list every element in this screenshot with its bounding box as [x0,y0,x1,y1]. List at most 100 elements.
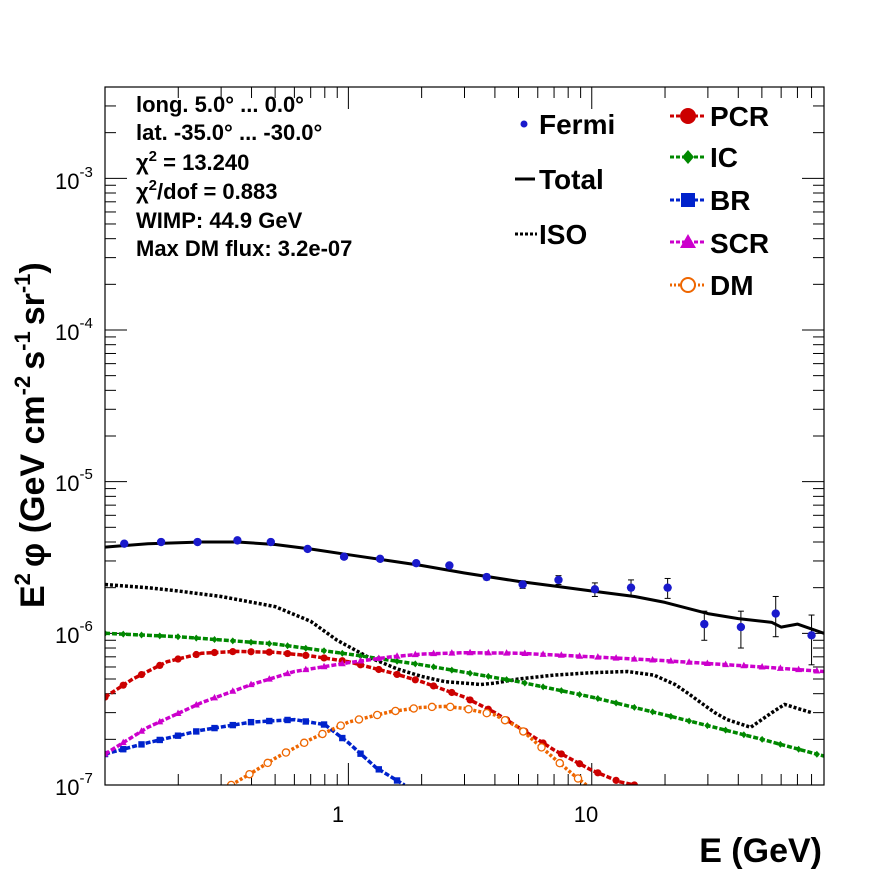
legend-entry-dm: DM [670,270,754,301]
series-marker-br [138,741,145,748]
series-marker-scr [357,657,365,664]
legend-pcr-marker [680,108,696,124]
series-marker-br [247,718,255,726]
series-marker-scr [338,659,346,667]
fermi-data-point [339,552,349,561]
fermi-data-point [626,583,636,592]
series-marker-ic [284,642,291,650]
series-marker-br [174,732,182,739]
series-marker-ic [503,676,510,684]
fermi-data-point [771,609,780,618]
x-tick-label-1: 1 [332,802,344,827]
fermi-data-point [193,537,202,547]
series-marker-scr [557,651,565,658]
annotation-wimp: WIMP: 44.9 GeV [136,208,303,233]
series-marker-ic [120,630,127,638]
series-marker-scr [192,701,200,708]
series-marker-scr [119,738,127,746]
fermi-data-point [156,537,166,547]
series-marker-ic [667,712,674,720]
series-marker-dm [372,710,382,720]
series-marker-ic [156,632,163,640]
series-marker-ic [357,652,364,660]
series-marker-ic [105,629,108,637]
series-marker-ic [649,708,656,716]
legend-pcr-label: PCR [710,101,769,132]
legend-entry-pcr: PCR [670,101,769,132]
series-marker-br [266,717,273,725]
series-marker-br [211,724,218,732]
fermi-data-point [266,537,275,547]
series-marker-scr [448,649,456,656]
legend-ic-marker [682,150,694,164]
annotation-latitude: lat. -35.0° ... -30.0° [136,120,322,145]
series-marker-ic [613,699,620,707]
series-marker-scr [265,675,273,682]
series-marker-scr [411,650,419,658]
series-marker-ic [302,644,309,652]
series-marker-scr [703,659,711,666]
series-marker-scr [466,648,474,656]
series-marker-pcr [137,670,146,679]
series-marker-pcr [575,760,584,768]
series-marker-pcr [229,648,237,656]
series-marker-dm [409,704,418,713]
series-total [105,540,824,635]
series-marker-scr [649,656,657,663]
fermi-data-point [590,585,600,594]
series-iso [105,582,813,730]
y-tick-label-1e-4: 10-4 [55,315,93,345]
y-tick-label-1e-5: 10-5 [55,466,93,496]
legend-entry-scr: SCR [670,228,769,259]
series-marker-br [339,734,346,742]
series-marker-scr [138,727,146,734]
series-marker-scr [156,717,164,725]
plot-area [105,536,824,785]
series-marker-dm [391,706,400,716]
x-axis-label: E (GeV) [699,832,822,870]
legend-entry-ic: IC [670,142,738,173]
fermi-data-point [412,558,421,568]
legend-fermi-marker [520,120,528,128]
series-marker-scr [484,648,492,656]
series-marker-ic [795,745,802,753]
legend-br-marker [681,193,695,207]
series-marker-ic [229,637,236,645]
series-marker-br [302,718,309,725]
series-marker-scr [284,669,292,677]
series-fermi [120,536,816,666]
legend-entry-fermi: Fermi [520,109,615,140]
fermi-data-point [807,631,816,640]
series-marker-ic [686,717,693,725]
series-marker-ic [138,631,145,639]
series-marker-scr [813,667,821,674]
series-marker-pcr [156,661,164,670]
series-dm [226,702,588,785]
series-marker-br [375,766,383,773]
series-line-pcr [105,649,635,785]
series-marker-scr [430,649,438,657]
series-marker-scr [685,658,693,665]
series-marker-pcr [466,696,474,704]
series-marker-scr [375,654,383,662]
series-marker-ic [740,731,747,739]
series-marker-ic [266,640,273,648]
series-marker-scr [740,661,748,669]
legend-total-label: Total [539,164,604,195]
fermi-data-point [663,583,672,592]
series-marker-dm [245,769,254,779]
fermi-data-point [482,572,491,582]
series-marker-scr [630,655,638,662]
fermi-data-point [233,536,242,545]
legend-scr-label: SCR [710,228,769,259]
series-marker-dm [226,780,236,785]
fermi-data-point [375,554,385,564]
series-marker-ic [175,633,182,641]
series-marker-br [357,750,364,757]
series-marker-scr [667,657,675,664]
series-marker-scr [758,662,766,670]
series-line-total [105,540,824,635]
series-marker-ic [777,740,784,748]
y-tick-label-1e-3: 10-3 [55,164,93,194]
series-marker-scr [795,665,803,673]
